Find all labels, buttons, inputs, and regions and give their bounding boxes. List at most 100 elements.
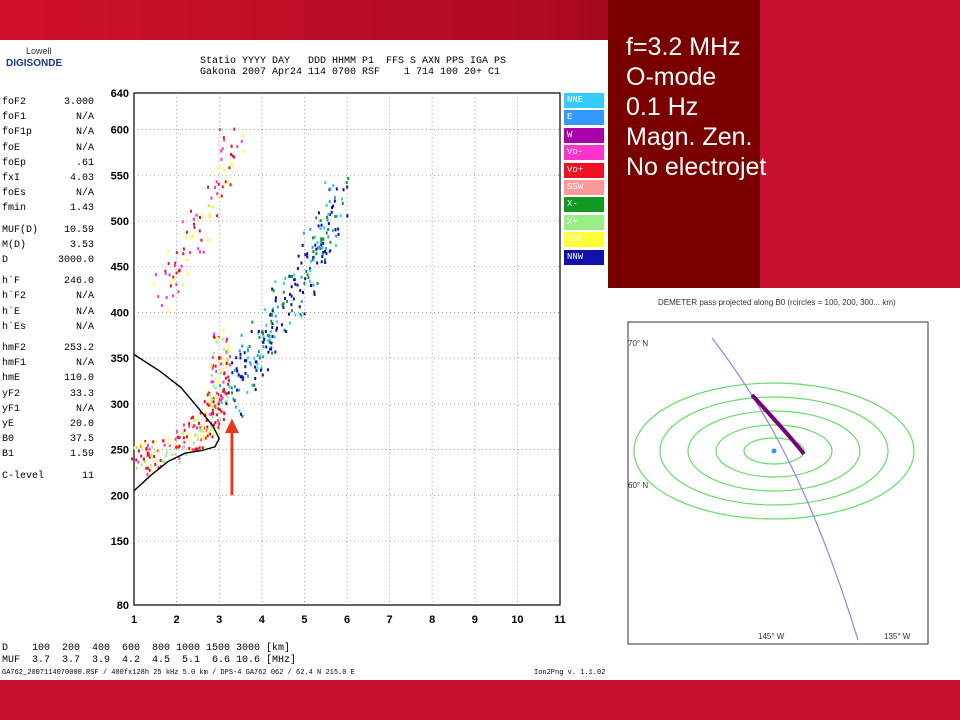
x-trace-echo xyxy=(275,326,278,330)
param-key: hmF2 xyxy=(2,343,27,354)
demeter-map: 70° N 60° N 145° W 135° W xyxy=(627,321,929,645)
x-trace-echo xyxy=(259,354,262,358)
o-trace-echo xyxy=(162,439,165,443)
param-key: C-level xyxy=(2,470,45,482)
upper-echo xyxy=(172,275,175,279)
x-trace-echo xyxy=(320,239,323,243)
o-trace-echo xyxy=(206,390,209,394)
x-trace-echo xyxy=(326,218,329,222)
o-trace-echo xyxy=(212,397,215,401)
o-trace-echo xyxy=(144,441,147,445)
x-trace-echo xyxy=(342,188,345,192)
upper-echo xyxy=(231,164,234,168)
x-trace-echo xyxy=(275,328,278,332)
param-key: foF2 xyxy=(2,97,27,108)
x-trace-echo xyxy=(325,252,328,256)
x-trace-echo xyxy=(328,213,331,217)
x-trace-echo xyxy=(347,176,350,180)
param-key: h`Es xyxy=(2,321,27,333)
frequency-text: f=3.2 MHz xyxy=(626,33,741,61)
modulation-text: 0.1 Hz xyxy=(626,93,699,121)
x-trace-echo xyxy=(262,340,265,344)
x-trace-echo xyxy=(296,267,299,271)
param-value: N/A xyxy=(75,403,94,415)
o-trace-echo xyxy=(183,428,186,432)
x-trace-echo xyxy=(308,279,311,283)
x-trace-echo xyxy=(292,273,295,277)
param-key: B1 xyxy=(2,449,15,461)
orbit-segment-highlight xyxy=(750,393,806,456)
x-trace-echo xyxy=(271,322,274,326)
o-trace-echo xyxy=(152,440,155,444)
param-value: N/A xyxy=(75,321,94,333)
o-trace-echo xyxy=(217,407,220,411)
x-trace-echo xyxy=(299,312,302,316)
param-row: yF1 N/A xyxy=(2,404,94,416)
o-trace-echo xyxy=(150,445,153,449)
upper-echo xyxy=(157,295,160,299)
o-trace-echo xyxy=(217,419,220,423)
x-trace-echo xyxy=(231,391,234,395)
y-tick-label: 450 xyxy=(111,262,129,274)
o-trace-echo xyxy=(212,433,215,437)
x-trace-echo xyxy=(334,228,337,232)
upper-echo xyxy=(182,252,185,256)
o-trace-echo xyxy=(206,434,209,438)
o-trace-echo xyxy=(182,423,185,427)
x-trace-echo xyxy=(233,385,236,389)
x-trace-echo xyxy=(271,326,274,330)
param-row: h`Es N/A xyxy=(2,322,94,334)
x-trace-echo xyxy=(235,356,238,360)
o-trace-echo xyxy=(195,433,198,437)
o-trace-echo xyxy=(219,371,222,375)
x-trace-echo xyxy=(238,409,241,413)
x-trace-echo xyxy=(300,275,303,279)
x-trace-echo xyxy=(290,294,293,298)
x-trace-echo xyxy=(272,289,275,293)
o-trace-echo xyxy=(199,411,202,415)
o-trace-echo xyxy=(146,466,149,470)
x-trace-echo xyxy=(290,274,293,278)
o-trace-echo xyxy=(223,371,226,375)
range-circle-500 xyxy=(633,382,915,520)
o-trace-echo xyxy=(142,457,145,461)
upper-echo xyxy=(202,250,205,254)
upper-echo xyxy=(168,273,171,277)
o-trace-echo xyxy=(210,425,213,429)
upper-echo xyxy=(154,273,157,277)
x-trace-echo xyxy=(270,347,273,351)
o-trace-echo xyxy=(202,425,205,429)
o-trace-echo xyxy=(154,458,157,462)
upper-echo xyxy=(184,235,187,239)
x-trace-echo xyxy=(241,414,244,418)
param-value: 1.43 xyxy=(69,203,94,215)
x-trace-echo xyxy=(294,282,297,286)
param-value: 3.000 xyxy=(63,97,94,108)
o-trace-echo xyxy=(226,361,229,365)
param-key: yF1 xyxy=(2,403,21,415)
upper-echo xyxy=(167,262,170,266)
o-trace-echo xyxy=(203,446,206,450)
x-trace-echo xyxy=(266,368,269,372)
x-tick-label: 6 xyxy=(344,614,350,626)
x-trace-echo xyxy=(270,312,273,316)
o-trace-echo xyxy=(212,404,215,408)
x-trace-echo xyxy=(317,224,320,228)
x-trace-echo xyxy=(299,288,302,292)
upper-echo xyxy=(181,283,184,287)
o-trace-echo xyxy=(206,430,209,434)
x-trace-echo xyxy=(309,259,312,263)
upper-echo xyxy=(198,229,201,233)
upper-echo xyxy=(221,147,224,151)
x-trace-echo xyxy=(275,296,278,300)
o-trace-echo xyxy=(190,423,193,427)
x-trace-echo xyxy=(244,371,247,375)
o-trace-echo xyxy=(178,436,181,440)
upper-echo xyxy=(231,154,234,158)
x-trace-echo xyxy=(269,313,272,317)
x-trace-echo xyxy=(251,383,254,387)
param-row: B0 37.5 xyxy=(2,434,94,446)
range-circle-200 xyxy=(715,424,833,478)
o-trace-echo xyxy=(221,357,224,361)
x-trace-echo xyxy=(263,337,266,341)
